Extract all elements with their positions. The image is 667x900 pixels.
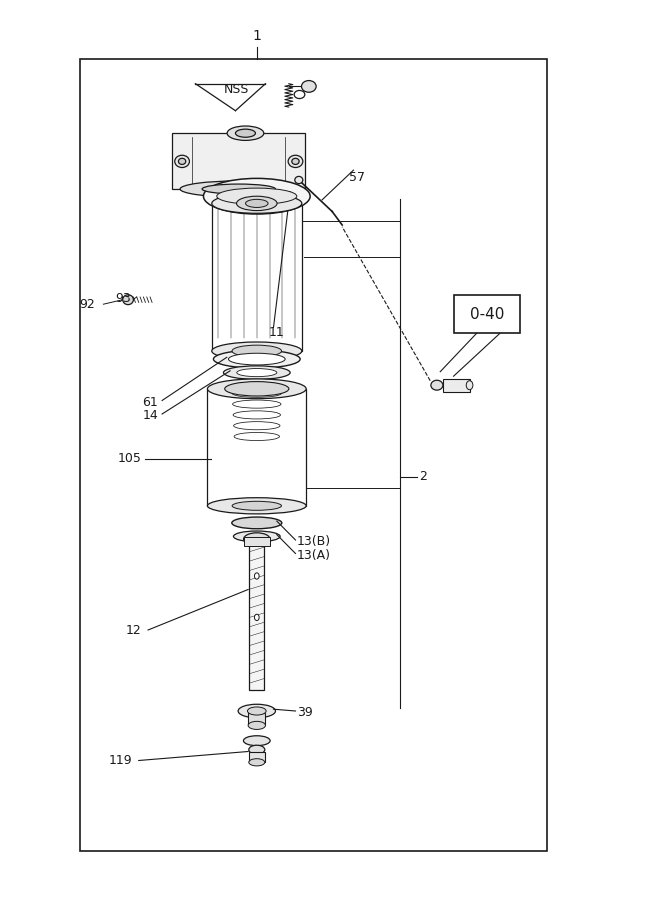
Bar <box>243 537 270 546</box>
Text: 1: 1 <box>252 29 261 43</box>
Text: 13(B): 13(B) <box>297 536 331 548</box>
Bar <box>249 544 264 690</box>
Ellipse shape <box>247 707 266 715</box>
Text: 0-40: 0-40 <box>470 307 504 321</box>
Ellipse shape <box>203 178 310 214</box>
Ellipse shape <box>207 379 306 399</box>
Ellipse shape <box>255 614 259 621</box>
Ellipse shape <box>180 181 297 197</box>
Ellipse shape <box>232 517 281 529</box>
Ellipse shape <box>212 342 301 360</box>
Ellipse shape <box>248 722 265 729</box>
Ellipse shape <box>466 381 473 390</box>
Ellipse shape <box>235 130 255 137</box>
Ellipse shape <box>233 531 280 542</box>
Ellipse shape <box>255 573 259 580</box>
Text: 11: 11 <box>269 327 285 339</box>
Ellipse shape <box>223 365 290 380</box>
Text: 14: 14 <box>142 410 158 422</box>
Text: 92: 92 <box>79 298 95 310</box>
Ellipse shape <box>243 533 270 545</box>
Text: 119: 119 <box>108 754 132 767</box>
Ellipse shape <box>228 353 285 365</box>
Ellipse shape <box>294 91 305 98</box>
Ellipse shape <box>249 759 265 766</box>
Bar <box>207 389 306 506</box>
Ellipse shape <box>123 294 133 304</box>
Ellipse shape <box>292 158 299 165</box>
Bar <box>443 379 470 392</box>
Ellipse shape <box>238 704 275 718</box>
Bar <box>249 752 265 762</box>
Bar <box>80 58 547 850</box>
Ellipse shape <box>245 200 268 207</box>
Bar <box>172 133 305 189</box>
Ellipse shape <box>217 188 297 204</box>
Ellipse shape <box>225 382 289 396</box>
Ellipse shape <box>232 345 281 357</box>
Text: 93: 93 <box>115 292 131 305</box>
Ellipse shape <box>175 155 189 167</box>
Ellipse shape <box>301 80 316 93</box>
Text: 12: 12 <box>125 624 141 636</box>
Ellipse shape <box>213 350 300 368</box>
Ellipse shape <box>179 158 185 165</box>
Ellipse shape <box>232 501 281 510</box>
Bar <box>248 713 265 725</box>
Bar <box>212 203 301 351</box>
Ellipse shape <box>431 380 443 391</box>
Bar <box>454 295 520 333</box>
Ellipse shape <box>207 498 306 514</box>
Text: 13(A): 13(A) <box>297 549 331 562</box>
Text: NSS: NSS <box>224 83 249 95</box>
Ellipse shape <box>227 126 263 140</box>
Ellipse shape <box>202 184 275 194</box>
Ellipse shape <box>212 194 301 213</box>
Text: 2: 2 <box>420 471 428 483</box>
Text: 61: 61 <box>142 396 158 409</box>
Ellipse shape <box>249 745 265 754</box>
Ellipse shape <box>243 736 270 745</box>
Ellipse shape <box>237 196 277 211</box>
Ellipse shape <box>295 176 303 184</box>
Text: 39: 39 <box>297 706 313 719</box>
Text: 105: 105 <box>118 453 142 465</box>
Ellipse shape <box>288 155 303 167</box>
Ellipse shape <box>237 369 277 376</box>
Text: 57: 57 <box>349 171 365 184</box>
